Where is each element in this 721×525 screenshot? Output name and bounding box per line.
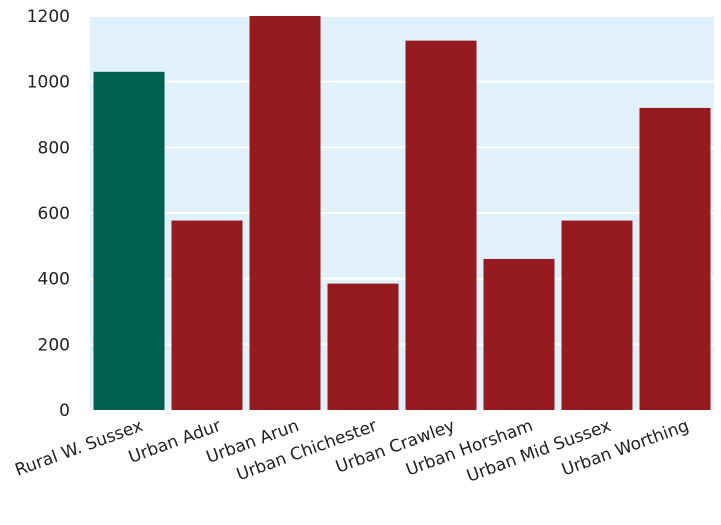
y-tick-label: 800 <box>38 138 70 158</box>
bar <box>171 220 243 410</box>
bar <box>93 71 165 411</box>
bar <box>639 107 711 410</box>
bar <box>483 258 555 410</box>
y-tick-label: 200 <box>38 335 70 355</box>
bar <box>327 283 399 410</box>
y-tick-label: 0 <box>59 401 70 421</box>
y-tick-label: 1200 <box>27 7 70 27</box>
bar <box>561 220 633 410</box>
bars <box>93 16 711 411</box>
bar <box>405 40 477 410</box>
y-tick-label: 1000 <box>27 73 70 93</box>
y-tick-label: 600 <box>38 204 70 224</box>
bar <box>249 16 321 410</box>
y-axis-tick-labels: 0 200 400 600 800 1000 1200 <box>27 7 70 421</box>
y-tick-label: 400 <box>38 270 70 290</box>
